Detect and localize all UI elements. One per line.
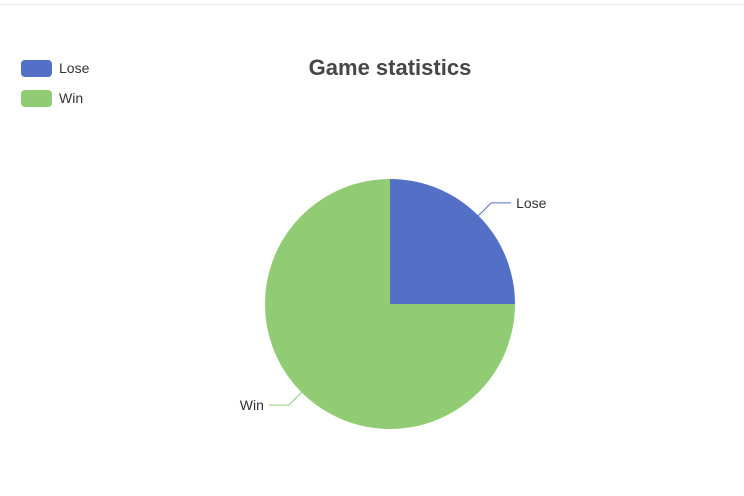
legend-swatch-win [21,89,52,107]
legend-item-lose[interactable]: Lose [21,58,89,78]
label-line-win [268,392,302,406]
pie-slices [265,179,515,429]
slice-label-lose: Lose [516,195,547,211]
pie-slice-win[interactable] [265,179,515,429]
legend-label-win: Win [59,90,84,106]
legend: Lose Win [21,58,89,118]
legend-swatch-lose [21,59,52,77]
chart-title: Game statistics [308,55,472,80]
pie-labels: Lose Win [240,195,547,413]
label-line-lose [478,202,512,216]
legend-label-lose: Lose [59,60,90,76]
slice-label-win: Win [240,397,264,413]
top-divider [0,4,744,5]
legend-item-win[interactable]: Win [21,88,89,108]
pie-slice-lose[interactable] [390,179,515,304]
